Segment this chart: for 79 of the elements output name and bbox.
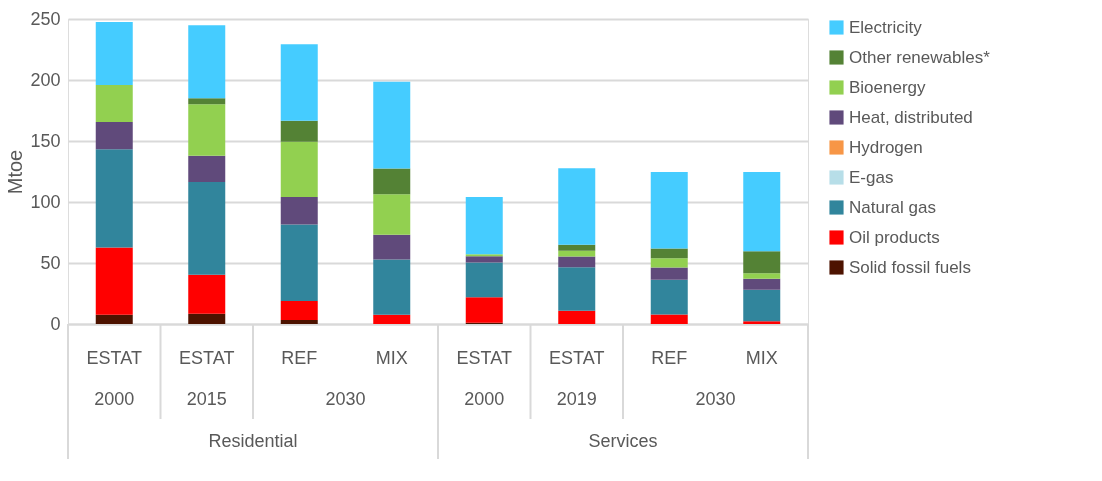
legend-label: Natural gas (849, 197, 936, 217)
bar (743, 321, 781, 324)
bar (465, 256, 503, 263)
text: 2019 (556, 389, 597, 409)
bar (95, 85, 133, 122)
bar (95, 121, 133, 150)
bar (373, 314, 411, 324)
bar (95, 247, 133, 315)
text: 2030 (325, 389, 366, 409)
x-tick-label: ESTAT (179, 347, 235, 368)
x-tick-label: REF (281, 347, 318, 368)
bar (650, 248, 688, 259)
legend-label: Electricity (849, 17, 923, 37)
bar (650, 279, 688, 315)
text: Services (588, 431, 658, 451)
bar (188, 25, 226, 99)
y-tick-label: 250 (30, 8, 61, 29)
bar (743, 273, 781, 279)
bar (373, 81, 411, 169)
bar (558, 256, 596, 268)
bar (743, 171, 781, 252)
legend-label: Heat, distributed (849, 107, 973, 127)
bar (558, 310, 596, 324)
bar (743, 251, 781, 274)
bar (188, 313, 226, 324)
bar (188, 181, 226, 275)
y-tick-label: 0 (50, 313, 61, 334)
bar (95, 22, 133, 85)
legend-label: Oil products (849, 227, 940, 247)
bar (743, 289, 781, 322)
bar (558, 267, 596, 311)
bar (280, 120, 318, 142)
bar (188, 155, 226, 182)
text: 2000 (94, 389, 135, 409)
bar (188, 104, 226, 156)
bar (95, 314, 133, 324)
bar (188, 98, 226, 105)
x-tick-label: ESTAT (549, 347, 605, 368)
bar (373, 168, 411, 195)
bar (465, 297, 503, 323)
bar (280, 301, 318, 320)
bar (280, 197, 318, 225)
bar (558, 168, 596, 245)
x-tick-label: MIX (745, 347, 778, 368)
text: 2000 (464, 389, 505, 409)
y-tick-label: 100 (30, 191, 61, 212)
bar (743, 278, 781, 290)
x-tick-label: ESTAT (456, 347, 512, 368)
x-tick-label: ESTAT (86, 347, 142, 368)
bar (280, 44, 318, 121)
bar (650, 258, 688, 268)
bar (558, 244, 596, 251)
bar (95, 149, 133, 248)
legend-label: Hydrogen (849, 137, 923, 157)
bar (280, 141, 318, 198)
y-tick-label: 50 (40, 252, 61, 273)
bar (465, 197, 503, 255)
x-tick-label: REF (651, 347, 688, 368)
legend-label: Other renewables* (849, 47, 991, 67)
legend-label: E-gas (849, 167, 894, 187)
legend-label: Solid fossil fuels (849, 257, 971, 277)
x-tick-label: MIX (375, 347, 408, 368)
bar (465, 262, 503, 298)
bar (373, 194, 411, 235)
legend-label: Bioenergy (849, 77, 927, 97)
bar (650, 171, 688, 249)
bar (650, 314, 688, 324)
y-axis-title: Mtoe (4, 149, 27, 195)
bar (373, 234, 411, 260)
bar (650, 267, 688, 280)
y-tick-label: 150 (30, 130, 61, 151)
text: 2015 (186, 389, 227, 409)
text: 2030 (695, 389, 736, 409)
bar (280, 319, 318, 324)
text: Residential (208, 431, 298, 451)
bar (373, 259, 411, 315)
y-tick-label: 200 (30, 69, 61, 90)
bar (188, 274, 226, 314)
bar (280, 224, 318, 302)
